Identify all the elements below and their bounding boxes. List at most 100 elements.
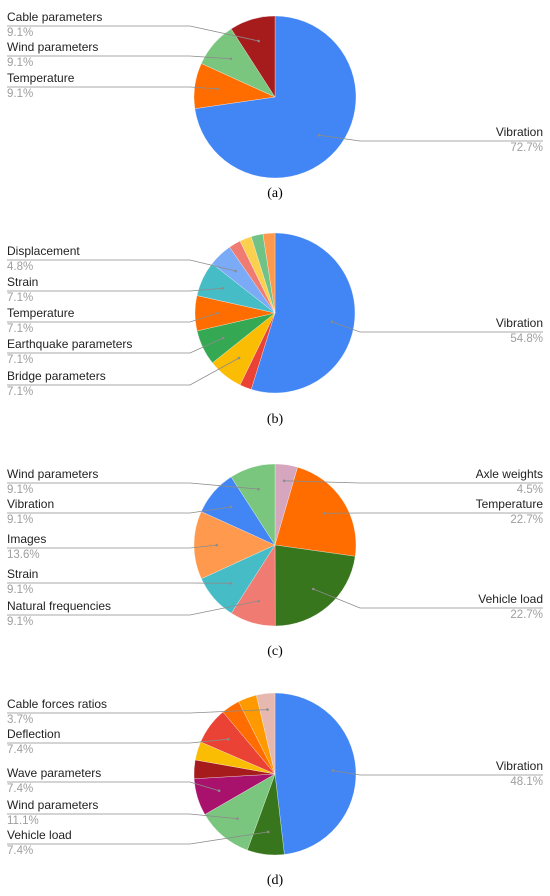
leader-line-wave-parameters bbox=[7, 781, 220, 792]
slice-percent-natural-frequencies: 9.1% bbox=[7, 616, 33, 628]
pie-slice-cable-forces-ratios bbox=[256, 692, 276, 775]
leader-dot-vibration bbox=[317, 133, 321, 137]
leader-dot-temperature bbox=[216, 87, 219, 91]
slice-label-bridge-parameters: Bridge parameters bbox=[7, 369, 106, 383]
slice-percent-cable-forces-ratios: 3.7% bbox=[7, 714, 33, 726]
slice-percent-wave-parameters: 7.4% bbox=[7, 783, 33, 795]
leader-line-cable-parameters bbox=[7, 25, 259, 42]
slice-label-vehicle-load: Vehicle load bbox=[7, 828, 72, 842]
slice-label-vibration: Vibration bbox=[7, 497, 54, 511]
slice-label-earthquake-parameters: Earthquake parameters bbox=[7, 337, 132, 351]
slice-percent-bridge-parameters: 7.1% bbox=[7, 386, 33, 398]
leader-dot-bridge-parameters bbox=[237, 356, 241, 360]
slice-label-deflection: Deflection bbox=[7, 727, 60, 741]
leader-dot-cable-parameters bbox=[257, 39, 260, 43]
leader-line-strain bbox=[7, 287, 224, 292]
panel-caption: (d) bbox=[267, 873, 284, 888]
leader-line-vibration bbox=[333, 770, 543, 776]
slice-label-wind-parameters: Wind parameters bbox=[7, 467, 98, 481]
slice-label-vibration: Vibration bbox=[496, 759, 543, 773]
leader-dot-earthquake-parameters bbox=[221, 336, 225, 340]
slice-percent-strain: 7.1% bbox=[7, 292, 33, 304]
leader-line-wind-parameters bbox=[7, 813, 238, 820]
slice-label-wind-parameters: Wind parameters bbox=[7, 798, 98, 812]
leader-line-images bbox=[7, 544, 217, 549]
pie-chart-d: Vibration 48.1% Vehicle load 7.4% Wind param… bbox=[7, 692, 543, 888]
leader-line-axle-weights bbox=[284, 480, 543, 484]
slice-percent-displacement: 4.8% bbox=[7, 261, 33, 273]
slice-label-temperature: Temperature bbox=[476, 497, 544, 511]
slice-percent-vehicle-load: 22.7% bbox=[510, 609, 543, 621]
leader-line-wind-parameters bbox=[7, 55, 231, 60]
leader-line-temperature bbox=[7, 312, 218, 323]
leader-line-cable-forces-ratios bbox=[7, 709, 268, 714]
pie-slice-unlabeled-10 bbox=[262, 232, 276, 314]
leader-line-earthquake-parameters bbox=[7, 337, 224, 354]
pie-slice-vehicle-load bbox=[274, 544, 356, 627]
slice-label-temperature: Temperature bbox=[7, 71, 75, 85]
slice-percent-vibration: 72.7% bbox=[510, 142, 543, 154]
leader-dot-wind-parameters bbox=[229, 57, 233, 61]
leader-dot-axle-weights bbox=[282, 479, 286, 483]
slice-percent-temperature: 22.7% bbox=[510, 514, 543, 526]
slice-label-strain: Strain bbox=[7, 567, 38, 581]
slice-label-strain: Strain bbox=[7, 275, 38, 289]
slice-label-cable-forces-ratios: Cable forces ratios bbox=[7, 697, 107, 711]
slice-label-wave-parameters: Wave parameters bbox=[7, 766, 101, 780]
leader-dot-temperature bbox=[216, 311, 219, 315]
panel-caption: (a) bbox=[267, 186, 283, 201]
pie-slice-images bbox=[193, 511, 276, 579]
slice-percent-wind-parameters: 9.1% bbox=[7, 484, 33, 496]
slice-percent-images: 13.6% bbox=[7, 549, 40, 561]
leader-dot-temperature bbox=[322, 512, 326, 515]
leader-line-vibration bbox=[331, 321, 543, 333]
pie-slice-wind-parameters bbox=[230, 463, 276, 546]
leader-dot-strain bbox=[221, 287, 225, 290]
slice-percent-vibration: 48.1% bbox=[510, 776, 543, 788]
slice-percent-vehicle-load: 7.4% bbox=[7, 845, 33, 857]
slice-percent-cable-parameters: 9.1% bbox=[7, 27, 33, 39]
slice-percent-axle-weights: 4.5% bbox=[517, 484, 543, 496]
slice-percent-temperature: 9.1% bbox=[7, 88, 33, 100]
slice-label-cable-parameters: Cable parameters bbox=[7, 10, 102, 24]
leader-dot-vibration bbox=[330, 320, 334, 324]
pie-slice-vibration bbox=[251, 232, 356, 394]
pie-slice-vibration bbox=[274, 692, 357, 855]
pie-slice-vibration bbox=[194, 15, 357, 179]
leader-line-natural-frequencies bbox=[7, 600, 259, 616]
slice-percent-strain: 9.1% bbox=[7, 584, 33, 596]
leader-dot-wind-parameters bbox=[257, 487, 260, 491]
leader-dot-vehicle-load bbox=[266, 830, 270, 834]
slice-percent-deflection: 7.4% bbox=[7, 744, 33, 756]
slice-percent-earthquake-parameters: 7.1% bbox=[7, 354, 33, 366]
leader-dot-vehicle-load bbox=[312, 587, 315, 591]
leader-line-wind-parameters bbox=[7, 482, 259, 490]
leader-line-deflection bbox=[7, 738, 229, 744]
panel-caption: (c) bbox=[267, 644, 283, 659]
slice-label-displacement: Displacement bbox=[7, 244, 80, 258]
leader-dot-vibration bbox=[229, 505, 233, 509]
pie-slice-temperature bbox=[274, 467, 357, 557]
slice-label-axle-weights: Axle weights bbox=[476, 467, 543, 481]
slice-label-vehicle-load: Vehicle load bbox=[478, 592, 543, 606]
leader-line-displacement bbox=[7, 259, 236, 272]
leader-dot-wave-parameters bbox=[217, 789, 221, 792]
leader-line-vibration bbox=[319, 134, 543, 142]
leader-dot-images bbox=[215, 543, 218, 547]
slice-label-vibration: Vibration bbox=[496, 125, 543, 139]
slice-percent-wind-parameters: 9.1% bbox=[7, 57, 33, 69]
slice-percent-vibration: 54.8% bbox=[510, 333, 543, 345]
pie-chart-b: Vibration 54.8% Bridge parameters 7.1% Earth… bbox=[7, 232, 543, 427]
slice-label-images: Images bbox=[7, 532, 46, 546]
slice-label-wind-parameters: Wind parameters bbox=[7, 40, 98, 54]
leader-dot-deflection bbox=[226, 737, 230, 741]
leader-dot-natural-frequencies bbox=[257, 599, 261, 603]
leader-dot-strain bbox=[229, 582, 233, 585]
leader-dot-vibration bbox=[331, 769, 335, 772]
slice-label-natural-frequencies: Natural frequencies bbox=[7, 599, 111, 613]
leader-dot-wind-parameters bbox=[236, 817, 239, 820]
leader-line-bridge-parameters bbox=[7, 357, 240, 386]
pie-slice-cable-parameters bbox=[230, 15, 276, 98]
